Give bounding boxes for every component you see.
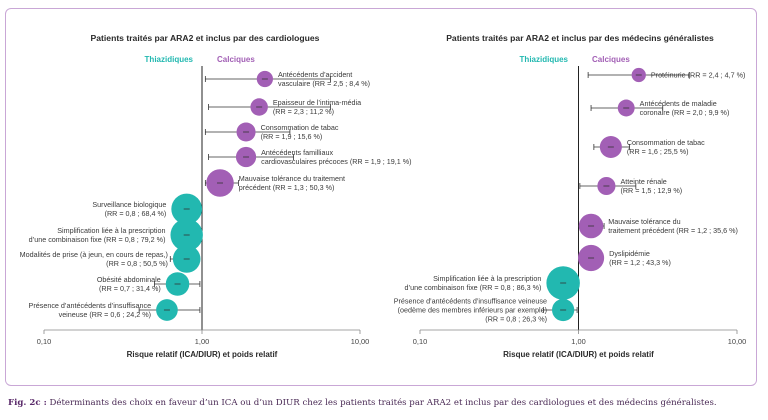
panel1-point-label: Présence d’antécédents d’insuffisance (29, 301, 152, 310)
panel1-label-thiazidiques: Thiazidiques (145, 55, 194, 64)
panel1-point-label: Consommation de tabac (261, 123, 339, 132)
panel1-point-label: Simplification liée à la prescription (57, 226, 165, 235)
panel2-point-label: (RR = 0,8 ; 26,3 %) (485, 315, 547, 324)
panel1-point-label: d’une combinaison fixe (RR = 0,8 ; 79,2 … (29, 235, 166, 244)
panel1-x-tick-label: 0,10 (37, 337, 51, 346)
forest-plot-figure: Patients traités par ARA2 et inclus par … (20, 33, 747, 359)
panel2-point-label: Protéinurie (RR = 2,4 ; 4,7 %) (651, 71, 745, 80)
panel1-point-label: Surveillance biologique (92, 200, 166, 209)
panel1-point-label: Antécédents d’accident (278, 70, 352, 79)
panel2-point-label: Présence d’antécédents d’insuffisance ve… (394, 297, 547, 306)
panel2-point-label: Consommation de tabac (627, 138, 705, 147)
panel2-x-tick-label: 1,00 (571, 337, 585, 346)
panel1-point-label: (RR = 2,3 ; 11,2 %) (273, 107, 334, 116)
panel1-point-label: (RR = 0,7 ; 31,4 %) (99, 284, 161, 293)
panel1-point-label: (RR = 0,8 ; 68,4 %) (105, 209, 167, 218)
panel1-point-label: cardiovasculaires précoces (RR = 1,9 ; 1… (261, 157, 411, 166)
panel1-point-label: Modalités de prise (à jeun, en cours de … (20, 250, 168, 259)
panel2-point-label: Antécédents de maladie (640, 99, 717, 108)
panel2-point-label: Atteinte rénale (620, 177, 666, 186)
panel1-point-label: précédent (RR = 1,3 ; 50,3 %) (239, 183, 335, 192)
panel1-point-label: veineuse (RR = 0,6 ; 24,2 %) (59, 310, 152, 319)
panel1-label-calciques: Calciques (217, 55, 255, 64)
panel2-point-label: Simplification liée à la prescription (433, 274, 541, 283)
panel2-point-label: (RR = 1,6 ; 25,5 %) (627, 147, 689, 156)
panel2-point-label: Dyslipidémie (609, 249, 650, 258)
panel2-point-label: coronaire (RR = 2,0 ; 9,9 %) (640, 108, 730, 117)
caption-lead: Fig. 2c : (8, 398, 47, 408)
caption-text: Déterminants des choix en faveur d’un IC… (46, 398, 717, 408)
panel1-point-label: vasculaire (RR = 2,5 ; 8,4 %) (278, 79, 370, 88)
panel2-point-label: Mauvaise tolérance du (608, 217, 680, 226)
panel2-point-label: traitement précédent (RR = 1,2 ; 35,6 %) (608, 226, 738, 235)
panel1-point-label: Mauvaise tolérance du traitement (239, 174, 345, 183)
panel2-x-tick-label: 0,10 (413, 337, 427, 346)
panel1-title: Patients traités par ARA2 et inclus par … (91, 33, 320, 43)
panel1-x-tick-label: 10,00 (351, 337, 370, 346)
panel2-x-axis-label: Risque relatif (ICA/DIUR) et poids relat… (503, 350, 654, 359)
panel1-point-label: (RR = 1,9 ; 15,6 %) (261, 132, 323, 141)
panel2-x-tick-label: 10,00 (728, 337, 747, 346)
panel1-x-tick-label: 1,00 (195, 337, 209, 346)
panel2-title: Patients traités par ARA2 et inclus par … (446, 33, 714, 43)
panel2-point-label: (RR = 1,2 ; 43,3 %) (609, 258, 671, 267)
panel2-point-label: d’une combinaison fixe (RR = 0,8 ; 86,3 … (405, 283, 542, 292)
panel2-point-label: (oedème des membres inférieurs par exemp… (398, 306, 547, 315)
panel1-point-label: (RR = 0,8 ; 50,5 %) (106, 259, 168, 268)
panel1-point-label: Obésité abdominale (97, 275, 161, 284)
panel1-point-label: Epaisseur de l’intima-média (273, 98, 361, 107)
panel2-label-thiazidiques: Thiazidiques (520, 55, 569, 64)
panel1-x-axis-label: Risque relatif (ICA/DIUR) et poids relat… (127, 350, 278, 359)
panel2-label-calciques: Calciques (592, 55, 630, 64)
panel2-point-label: (RR = 1,5 ; 12,9 %) (620, 186, 682, 195)
panel1-point-label: Antécédents familliaux (261, 148, 333, 157)
figure-caption: Fig. 2c : Déterminants des choix en fave… (8, 398, 763, 408)
figure-frame (5, 8, 757, 386)
